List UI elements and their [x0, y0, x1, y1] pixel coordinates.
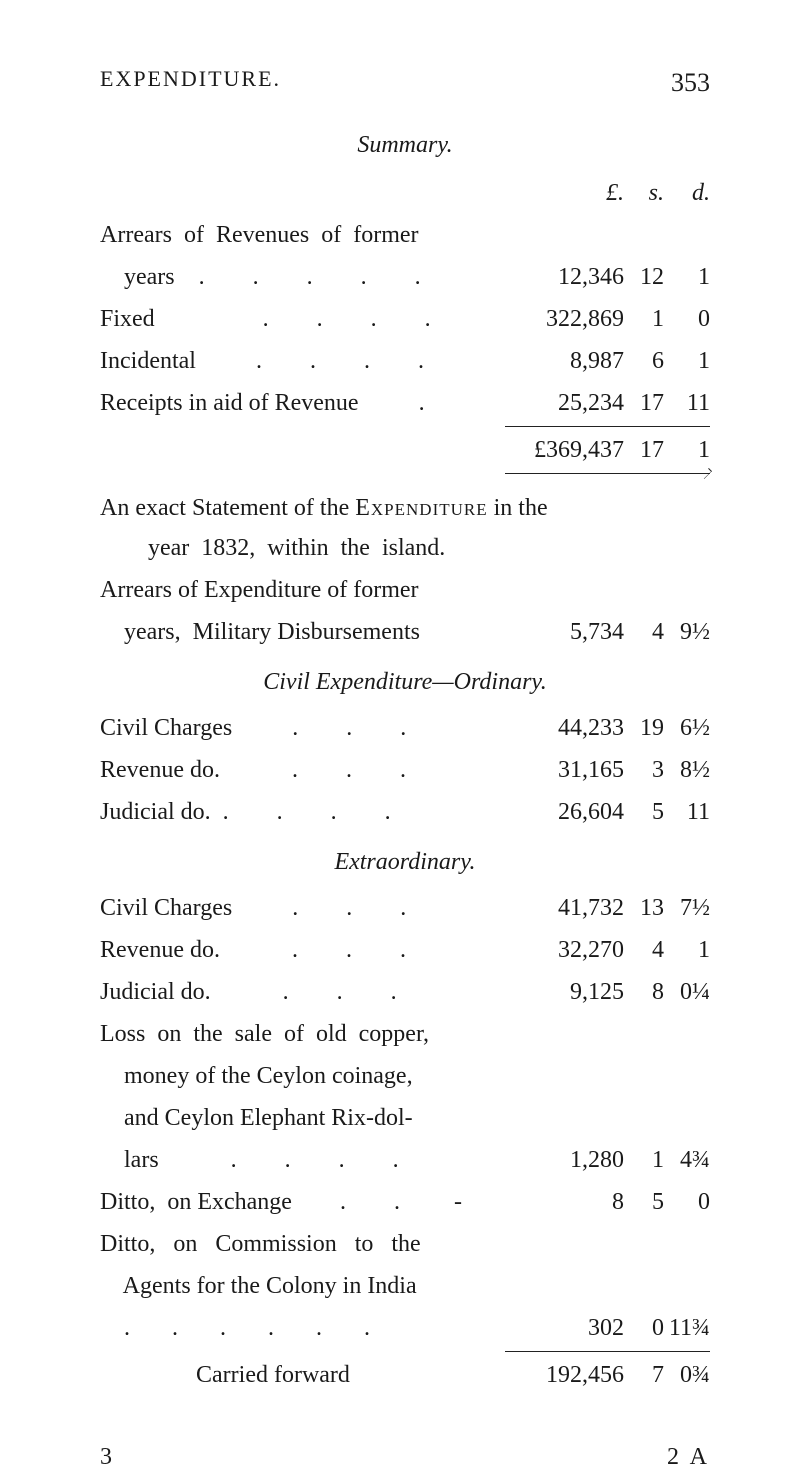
ditto-comm-row: . . . . . . 302011¾ [100, 1307, 710, 1349]
military-row: years, Military Disbursements 5,73449½ [100, 611, 710, 653]
col-pence: d. [664, 172, 710, 214]
row-amount: 25,2341711 [514, 382, 710, 424]
text-line: Arrears of Expenditure of former [100, 569, 710, 611]
extraordinary-title: Extraordinary. [100, 841, 710, 883]
statement-para: An exact Statement of the Expenditure in… [100, 488, 710, 570]
text-line: Agents for the Colony in India [100, 1265, 710, 1307]
extra-row: Revenue do. . . . 32,27041 [100, 929, 710, 971]
row-amount: 8,98761 [514, 340, 710, 382]
civil-ordinary-title: Civil Expenditure—Ordinary. [100, 661, 710, 703]
carried-forward-row: Carried forward 192,45670¾ [100, 1354, 710, 1396]
summary-row: Fixed . . . . 322,86910 [100, 298, 710, 340]
text-line: and Ceylon Elephant Rix-dol- [100, 1097, 710, 1139]
lars-row: lars . . . . 1,28014¾ [100, 1139, 710, 1181]
running-head: EXPENDITURE. [100, 60, 281, 106]
rule [505, 426, 710, 427]
row-label: Incidental . . . . [100, 340, 514, 382]
row-amount: £369,437171 [514, 429, 710, 471]
ord-row: Revenue do. . . . 31,16538½ [100, 749, 710, 791]
footer-left: 3 [100, 1436, 112, 1478]
row-label: Receipts in aid of Revenue . [100, 382, 514, 424]
extra-row: Judicial do. . . . 9,12580¼ [100, 971, 710, 1013]
ord-row: Civil Charges . . . 44,233196½ [100, 707, 710, 749]
row-amount: 5,73449½ [514, 611, 710, 653]
summary-row: Incidental . . . . 8,98761 [100, 340, 710, 382]
row-amount: 322,86910 [514, 298, 710, 340]
signature-mark: 2 A [667, 1436, 710, 1478]
row-label: years . . . . . [100, 256, 514, 298]
column-heads: £. s. d. [100, 172, 710, 214]
page-number: 353 [671, 60, 710, 106]
text-line: Ditto, on Commission to the [100, 1223, 710, 1265]
summary-total: £369,437171 [100, 429, 710, 471]
summary-row: Arrears of Revenues of former [100, 214, 710, 256]
summary-title: Summary. [100, 124, 710, 166]
row-label: Fixed . . . . [100, 298, 514, 340]
summary-row: Receipts in aid of Revenue . 25,2341711 [100, 382, 710, 424]
col-shillings: s. [624, 172, 664, 214]
page-footer: 3 2 A [100, 1436, 710, 1478]
row-label: Arrears of Revenues of former [100, 214, 710, 256]
rule [505, 473, 710, 474]
page-header: EXPENDITURE. 353 [100, 60, 710, 106]
rule [505, 1351, 710, 1352]
summary-row: years . . . . . 12,346121 [100, 256, 710, 298]
col-pounds: £. [514, 172, 624, 214]
text-line: money of the Ceylon coinage, [100, 1055, 710, 1097]
ditto-exchange-row: Ditto, on Exchange . . - 850 [100, 1181, 710, 1223]
extra-row: Civil Charges . . . 41,732137½ [100, 887, 710, 929]
ord-row: Judicial do. . . . . 26,604511 [100, 791, 710, 833]
row-amount: 12,346121 [514, 256, 710, 298]
text-line: Loss on the sale of old copper, [100, 1013, 710, 1055]
